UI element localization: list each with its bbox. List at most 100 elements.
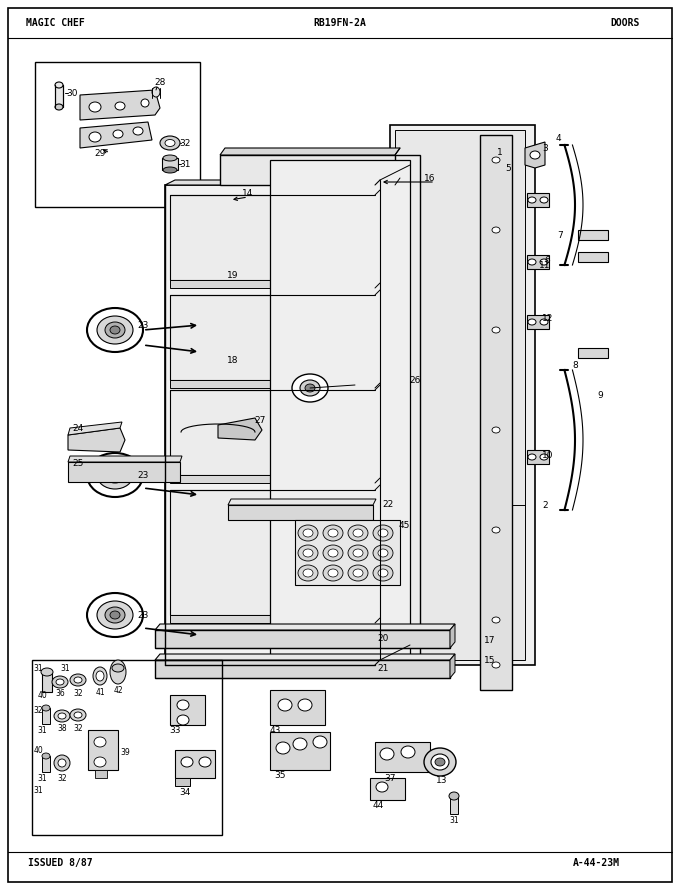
Ellipse shape [165, 140, 175, 147]
Bar [55, 85, 63, 107]
Ellipse shape [298, 545, 318, 561]
Ellipse shape [58, 713, 66, 719]
Polygon shape [80, 90, 160, 120]
Ellipse shape [74, 712, 82, 718]
Ellipse shape [348, 545, 368, 561]
Ellipse shape [133, 127, 143, 135]
Polygon shape [68, 428, 125, 452]
Ellipse shape [528, 259, 536, 265]
Text: 14: 14 [242, 189, 254, 198]
Text: 11: 11 [539, 261, 551, 270]
Ellipse shape [378, 529, 388, 537]
Bar [170, 195, 375, 280]
Ellipse shape [492, 327, 500, 333]
Ellipse shape [298, 565, 318, 581]
Bar [450, 796, 458, 814]
Ellipse shape [110, 611, 120, 619]
Ellipse shape [353, 549, 363, 557]
Polygon shape [68, 422, 122, 435]
Ellipse shape [298, 699, 312, 711]
Bar [295, 520, 400, 585]
Ellipse shape [41, 668, 53, 676]
Bar [370, 778, 405, 800]
Ellipse shape [492, 227, 500, 233]
Text: 7: 7 [557, 231, 563, 239]
Polygon shape [218, 418, 262, 440]
Text: 34: 34 [180, 788, 190, 797]
Text: 13: 13 [437, 775, 447, 784]
Ellipse shape [323, 545, 343, 561]
Polygon shape [450, 654, 455, 678]
Bar [165, 185, 385, 665]
Text: 23: 23 [137, 471, 149, 480]
Ellipse shape [97, 461, 133, 489]
Text: 23: 23 [137, 611, 149, 619]
Text: 23: 23 [137, 320, 149, 329]
Bar [175, 750, 215, 778]
Bar [527, 255, 549, 269]
Text: RB19FN-2A: RB19FN-2A [313, 18, 367, 28]
Ellipse shape [431, 754, 449, 770]
Ellipse shape [376, 782, 388, 792]
Text: 33: 33 [169, 725, 181, 734]
Ellipse shape [55, 104, 63, 110]
Ellipse shape [152, 87, 160, 97]
Ellipse shape [492, 427, 500, 433]
Text: 5: 5 [505, 164, 511, 173]
Bar [527, 193, 549, 207]
Bar [170, 390, 375, 475]
Text: 31: 31 [37, 773, 47, 782]
Text: 32: 32 [57, 773, 67, 782]
Ellipse shape [492, 662, 500, 668]
Ellipse shape [449, 792, 459, 800]
Text: 10: 10 [542, 450, 554, 459]
Ellipse shape [492, 617, 500, 623]
Ellipse shape [378, 569, 388, 577]
Text: 9: 9 [597, 391, 603, 400]
Polygon shape [228, 499, 376, 505]
Text: MAGIC CHEF: MAGIC CHEF [26, 18, 84, 28]
Text: 25: 25 [72, 458, 84, 467]
Text: 24: 24 [72, 424, 84, 433]
Ellipse shape [323, 525, 343, 541]
Polygon shape [68, 456, 182, 462]
Ellipse shape [373, 525, 393, 541]
Polygon shape [80, 122, 152, 148]
Bar [95, 770, 107, 778]
Bar [35, 62, 200, 207]
Text: 6: 6 [544, 255, 550, 264]
Text: 2: 2 [542, 500, 548, 509]
Ellipse shape [97, 601, 133, 629]
Ellipse shape [89, 132, 101, 142]
Bar [220, 155, 395, 185]
Ellipse shape [540, 454, 548, 460]
Ellipse shape [435, 758, 445, 766]
Ellipse shape [293, 738, 307, 750]
Text: 3: 3 [542, 143, 548, 152]
Bar [270, 160, 410, 655]
Text: 16: 16 [424, 174, 436, 182]
Text: 31: 31 [37, 725, 47, 734]
Text: 31: 31 [449, 815, 459, 824]
Ellipse shape [112, 664, 124, 672]
Ellipse shape [52, 676, 68, 688]
Text: 32: 32 [33, 706, 43, 715]
Ellipse shape [70, 709, 86, 721]
Ellipse shape [94, 737, 106, 747]
Ellipse shape [113, 130, 123, 138]
Ellipse shape [54, 755, 70, 771]
Ellipse shape [278, 699, 292, 711]
Ellipse shape [300, 380, 320, 396]
Text: 42: 42 [113, 685, 123, 694]
Text: 28: 28 [154, 77, 166, 86]
Text: 38: 38 [57, 724, 67, 732]
Ellipse shape [424, 748, 456, 776]
Text: 8: 8 [572, 360, 578, 369]
Text: 44: 44 [373, 800, 384, 810]
Ellipse shape [97, 316, 133, 344]
Bar [162, 158, 178, 170]
Ellipse shape [94, 757, 106, 767]
Bar [270, 732, 330, 770]
Ellipse shape [105, 467, 125, 483]
Ellipse shape [528, 319, 536, 325]
